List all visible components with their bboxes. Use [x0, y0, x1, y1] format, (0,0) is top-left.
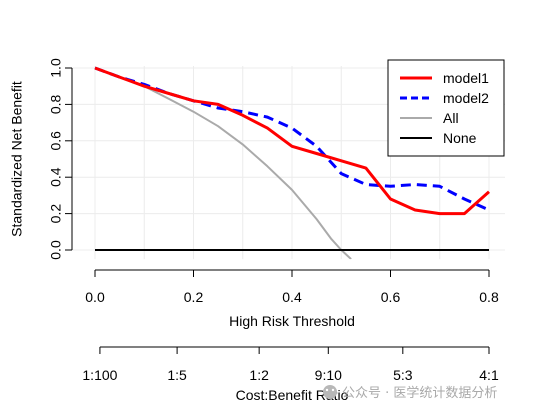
- x-axis-label: High Risk Threshold: [229, 313, 355, 329]
- cost-benefit-ticks: 1:100 1:5 1:2 9:10 5:3 4:1: [82, 347, 499, 383]
- y-tick-label: 0.6: [48, 131, 64, 151]
- y-tick-label: 0.0: [48, 240, 64, 260]
- x-axis: 0.0 0.2 0.4 0.6 0.8: [85, 269, 499, 305]
- legend-label-model2: model2: [443, 90, 489, 106]
- cost-benefit-tick-label: 1:100: [82, 367, 117, 383]
- watermark-text: 公众号 · 医学统计数据分析: [342, 385, 497, 401]
- legend-box: [387, 59, 505, 157]
- cost-benefit-axis-label: Cost:Benefit Ratio: [236, 387, 349, 403]
- wechat-icon-eye-right: [331, 388, 335, 392]
- cost-benefit-tick-label: 9:10: [315, 367, 342, 383]
- cost-benefit-tick-label: 4:1: [479, 367, 499, 383]
- legend-label-all: All: [443, 110, 459, 126]
- x-tick-label: 0.2: [184, 289, 204, 305]
- legend-label-none: None: [443, 130, 477, 146]
- legend-items: model1 model2 All None: [400, 70, 489, 146]
- y-tick-label: 0.8: [48, 94, 64, 114]
- y-tick-label: 1.0: [48, 58, 64, 78]
- wechat-icon: [323, 385, 337, 399]
- watermark: 公众号 · 医学统计数据分析: [323, 385, 497, 401]
- wechat-icon-eye-left: [325, 388, 329, 392]
- cost-benefit-tick-label: 5:3: [393, 367, 413, 383]
- legend: model1 model2 All None: [387, 59, 505, 157]
- y-ticks: 0.0 0.2 0.4 0.6 0.8 1.0: [48, 58, 72, 260]
- x-tick-label: 0.6: [381, 289, 401, 305]
- cost-benefit-tick-label: 1:5: [167, 367, 187, 383]
- cost-benefit-tick-label: 1:2: [249, 367, 269, 383]
- y-tick-label: 0.4: [48, 167, 64, 187]
- series-line-model1: [94, 66, 490, 216]
- x-tick-label: 0.8: [479, 289, 499, 305]
- x-ticks: 0.0 0.2 0.4 0.6 0.8: [85, 270, 499, 305]
- series-lines: [94, 66, 490, 260]
- y-axis: 0.0 0.2 0.4 0.6 0.8 1.0: [48, 58, 73, 260]
- cost-benefit-axis: 1:100 1:5 1:2 9:10 5:3 4:1: [82, 346, 499, 383]
- y-axis-label: Standardized Net Benefit: [9, 81, 25, 237]
- y-tick-label: 0.2: [48, 204, 64, 224]
- x-tick-label: 0.4: [282, 289, 302, 305]
- x-tick-label: 0.0: [85, 289, 105, 305]
- legend-label-model1: model1: [443, 70, 489, 86]
